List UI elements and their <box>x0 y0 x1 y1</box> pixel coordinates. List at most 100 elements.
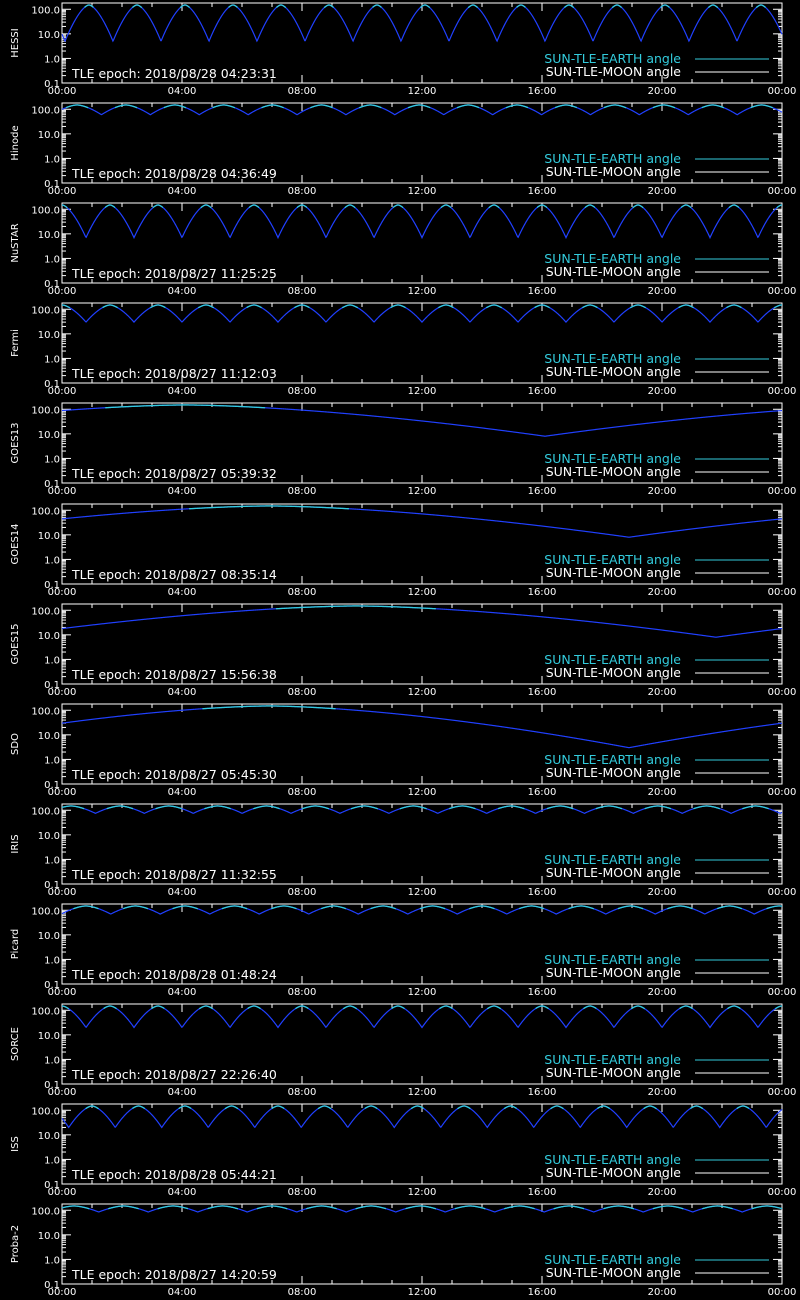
sun-earth-angle-line-high <box>202 705 336 710</box>
x-tick-label: 12:00 <box>408 887 437 898</box>
y-tick-label: 1.0 <box>44 54 60 65</box>
panel-ylabel: GOES15 <box>10 623 21 664</box>
x-tick-label: 00:00 <box>48 687 77 698</box>
y-tick-label: 100.0 <box>31 506 60 517</box>
y-tick-label: 100.0 <box>31 606 60 617</box>
panel-sdo: 100.010.01.00.100:00 04:00 08:00 12:00 16:00… <box>10 703 797 798</box>
sun-earth-angle-line-high <box>85 1105 750 1110</box>
sun-earth-angle-line <box>61 304 783 324</box>
x-tick-label: 08:00 <box>288 787 317 798</box>
x-tick-label: 00:00 <box>48 1087 77 1098</box>
y-tick-label: 0.1 <box>44 279 60 290</box>
x-tick-label: 16:00 <box>528 987 557 998</box>
sun-earth-angle-line <box>61 505 783 538</box>
y-tick-label: 0.1 <box>44 1180 60 1191</box>
tle-epoch-label: TLE epoch: 2018/08/27 05:45:30 <box>71 767 277 782</box>
sun-earth-angle-line-high <box>84 4 766 9</box>
legend-moon-label: SUN-TLE-MOON angle <box>546 665 682 680</box>
x-tick-label: 20:00 <box>648 1287 677 1298</box>
x-tick-label: 00:00 <box>768 787 797 798</box>
sun-earth-angle-line <box>61 705 783 749</box>
y-tick-label: 1.0 <box>44 254 60 265</box>
legend-moon-label: SUN-TLE-MOON angle <box>546 364 682 379</box>
x-tick-label: 00:00 <box>48 286 77 297</box>
x-tick-label: 16:00 <box>528 1087 557 1098</box>
x-tick-label: 08:00 <box>288 386 317 397</box>
x-tick-label: 12:00 <box>408 186 437 197</box>
x-tick-label: 08:00 <box>288 687 317 698</box>
legend-earth-label: SUN-TLE-EARTH angle <box>544 451 681 466</box>
panel-ylabel: Proba-2 <box>10 1225 21 1263</box>
x-tick-label: 16:00 <box>528 1187 557 1198</box>
legend-earth-label: SUN-TLE-EARTH angle <box>544 952 681 967</box>
x-tick-label: 20:00 <box>648 1087 677 1098</box>
tle-epoch-label: TLE epoch: 2018/08/27 08:35:14 <box>71 567 277 582</box>
y-tick-label: 100.0 <box>31 205 60 216</box>
y-tick-label: 0.1 <box>44 479 60 490</box>
x-tick-label: 00:00 <box>768 687 797 698</box>
y-tick-label: 100.0 <box>31 1006 60 1017</box>
legend-moon-label: SUN-TLE-MOON angle <box>546 164 682 179</box>
x-tick-label: 00:00 <box>48 1287 77 1298</box>
y-tick-label: 10.0 <box>38 1131 60 1142</box>
y-tick-label: 100.0 <box>31 5 60 16</box>
x-tick-label: 20:00 <box>648 887 677 898</box>
legend-earth-label: SUN-TLE-EARTH angle <box>544 151 681 166</box>
y-tick-label: 1.0 <box>44 555 60 566</box>
panel-ylabel: Picard <box>10 929 21 960</box>
y-tick-label: 100.0 <box>31 706 60 717</box>
x-tick-label: 04:00 <box>168 687 197 698</box>
legend-earth-label: SUN-TLE-EARTH angle <box>544 652 681 667</box>
x-tick-label: 16:00 <box>528 587 557 598</box>
x-tick-label: 00:00 <box>768 1287 797 1298</box>
x-tick-label: 16:00 <box>528 386 557 397</box>
legend-moon-label: SUN-TLE-MOON angle <box>546 1165 682 1180</box>
x-tick-label: 00:00 <box>48 1187 77 1198</box>
y-tick-label: 10.0 <box>38 531 60 542</box>
x-tick-label: 00:00 <box>768 987 797 998</box>
y-tick-label: 1.0 <box>44 1155 60 1166</box>
sun-earth-angle-line-high <box>73 905 783 910</box>
y-tick-label: 0.1 <box>44 880 60 891</box>
x-tick-label: 20:00 <box>648 787 677 798</box>
x-tick-label: 00:00 <box>48 787 77 798</box>
x-tick-label: 08:00 <box>288 587 317 598</box>
x-tick-label: 04:00 <box>168 486 197 497</box>
x-tick-label: 00:00 <box>48 386 77 397</box>
x-tick-label: 12:00 <box>408 987 437 998</box>
panel-ylabel: NuSTAR <box>10 223 21 262</box>
y-tick-label: 0.1 <box>44 379 60 390</box>
tle-epoch-label: TLE epoch: 2018/08/27 11:25:25 <box>71 266 277 281</box>
panel-ylabel: GOES14 <box>10 523 21 564</box>
x-tick-label: 00:00 <box>48 486 77 497</box>
tle-epoch-label: TLE epoch: 2018/08/27 05:39:32 <box>71 466 277 481</box>
x-tick-label: 20:00 <box>648 186 677 197</box>
x-tick-label: 08:00 <box>288 987 317 998</box>
y-tick-label: 10.0 <box>38 230 60 241</box>
x-tick-label: 12:00 <box>408 86 437 97</box>
tle-epoch-label: TLE epoch: 2018/08/27 15:56:38 <box>71 667 277 682</box>
legend-moon-label: SUN-TLE-MOON angle <box>546 765 682 780</box>
x-tick-label: 00:00 <box>48 186 77 197</box>
x-tick-label: 12:00 <box>408 1287 437 1298</box>
legend-moon-label: SUN-TLE-MOON angle <box>546 264 682 279</box>
tle-epoch-label: TLE epoch: 2018/08/28 04:23:31 <box>71 66 277 81</box>
tle-epoch-label: TLE epoch: 2018/08/27 11:32:55 <box>71 867 277 882</box>
x-tick-label: 16:00 <box>528 86 557 97</box>
x-tick-label: 20:00 <box>648 486 677 497</box>
y-tick-label: 10.0 <box>38 1231 60 1242</box>
x-tick-label: 04:00 <box>168 587 197 598</box>
x-tick-label: 16:00 <box>528 687 557 698</box>
panel-sorce: 100.010.01.00.100:00 04:00 08:00 12:00 16:00… <box>10 1003 796 1098</box>
y-tick-label: 0.1 <box>44 1280 60 1291</box>
y-tick-label: 100.0 <box>31 1206 60 1217</box>
legend-moon-label: SUN-TLE-MOON angle <box>546 1265 682 1280</box>
y-tick-label: 0.1 <box>44 580 60 591</box>
x-tick-label: 20:00 <box>648 86 677 97</box>
x-tick-label: 20:00 <box>648 987 677 998</box>
panel-ylabel: Fermi <box>10 329 21 357</box>
x-tick-label: 12:00 <box>408 286 437 297</box>
panel-ylabel: Hinode <box>10 125 21 160</box>
x-tick-label: 12:00 <box>408 687 437 698</box>
